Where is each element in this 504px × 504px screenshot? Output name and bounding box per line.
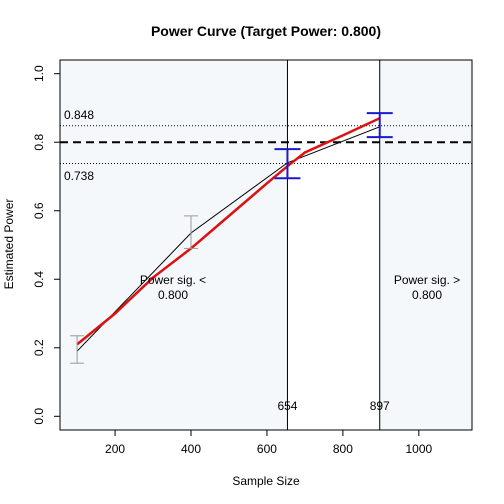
threshold-label-2: 897 [370, 399, 390, 413]
shade-right [379, 60, 472, 430]
x-tick-label-5: 1000 [405, 442, 432, 456]
y-tick-label-5: 0.8 [32, 134, 46, 151]
series-line-1 [76, 126, 380, 352]
ci-upper-label: 0.848 [64, 108, 94, 122]
plot-area: 654 897 200 400 600 800 1000 0.0 0.2 0.4 0.6 0.8 1.0 [32, 59, 473, 456]
right-region-label-line2: 0.800 [412, 288, 442, 302]
plot-frame [59, 59, 473, 431]
x-tick-label-4: 800 [333, 442, 353, 456]
threshold-label-1: 654 [277, 399, 297, 413]
left-region-label-line2: 0.800 [158, 288, 188, 302]
left-region-label-line1: Power sig. < [140, 273, 206, 287]
y-tick-label-6: 1.0 [32, 65, 46, 82]
chart-title: Power Curve (Target Power: 0.800) [151, 23, 381, 39]
x-tick-label-2: 400 [181, 442, 201, 456]
right-region-label-line1: Power sig. > [394, 273, 460, 287]
y-tick-label-3: 0.4 [32, 271, 46, 288]
y-tick-label-1: 0.0 [32, 408, 46, 425]
series-line-2 [76, 117, 381, 346]
x-tick-label-1: 200 [105, 442, 125, 456]
x-tick-label-3: 600 [257, 442, 277, 456]
x-axis-label: Sample Size [232, 474, 300, 488]
y-tick-label-2: 0.2 [32, 339, 46, 356]
shade-left [60, 60, 288, 430]
y-axis-label: Estimated Power [2, 199, 16, 290]
ci-lower-label: 0.738 [64, 169, 94, 183]
y-tick-label-4: 0.6 [32, 202, 46, 219]
